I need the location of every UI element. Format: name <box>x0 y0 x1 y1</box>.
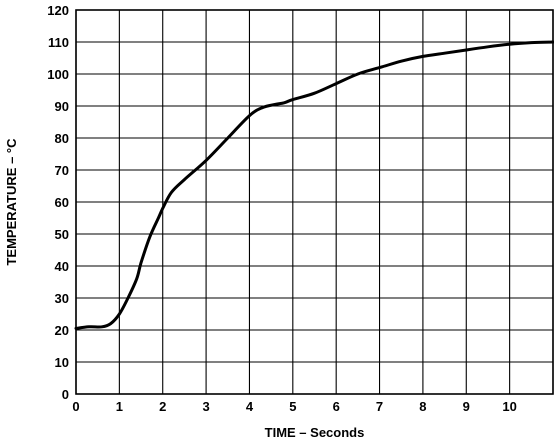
y-tick-label: 100 <box>47 67 69 82</box>
x-tick-label: 2 <box>159 399 166 414</box>
x-tick-label: 9 <box>463 399 470 414</box>
y-tick-label: 30 <box>55 291 69 306</box>
x-axis-ticks: 0 1 2 3 4 5 6 7 8 9 10 <box>72 399 516 414</box>
y-axis-ticks: 0 10 20 30 40 50 60 70 80 90 100 110 120 <box>47 3 69 402</box>
y-tick-label: 50 <box>55 227 69 242</box>
y-tick-label: 90 <box>55 99 69 114</box>
x-tick-label: 8 <box>419 399 426 414</box>
x-tick-label: 0 <box>72 399 79 414</box>
plot-area <box>75 9 554 395</box>
x-tick-label: 5 <box>289 399 296 414</box>
y-tick-label: 20 <box>55 323 69 338</box>
y-tick-label: 120 <box>47 3 69 18</box>
x-axis-title: TIME – Seconds <box>265 425 365 440</box>
x-tick-label: 3 <box>202 399 209 414</box>
x-tick-label: 4 <box>246 399 254 414</box>
y-tick-label: 70 <box>55 163 69 178</box>
x-tick-label: 6 <box>333 399 340 414</box>
y-tick-label: 60 <box>55 195 69 210</box>
grid <box>75 9 554 395</box>
y-tick-label: 110 <box>48 35 69 50</box>
x-tick-label: 7 <box>376 399 383 414</box>
y-tick-label: 10 <box>55 355 69 370</box>
y-axis-title: TEMPERATURE – °C <box>4 138 19 266</box>
x-tick-label: 1 <box>116 399 123 414</box>
y-tick-label: 0 <box>62 387 69 402</box>
y-tick-label: 80 <box>55 131 69 146</box>
x-tick-label: 10 <box>502 399 516 414</box>
y-tick-label: 40 <box>55 259 69 274</box>
temperature-curve <box>74 40 554 330</box>
